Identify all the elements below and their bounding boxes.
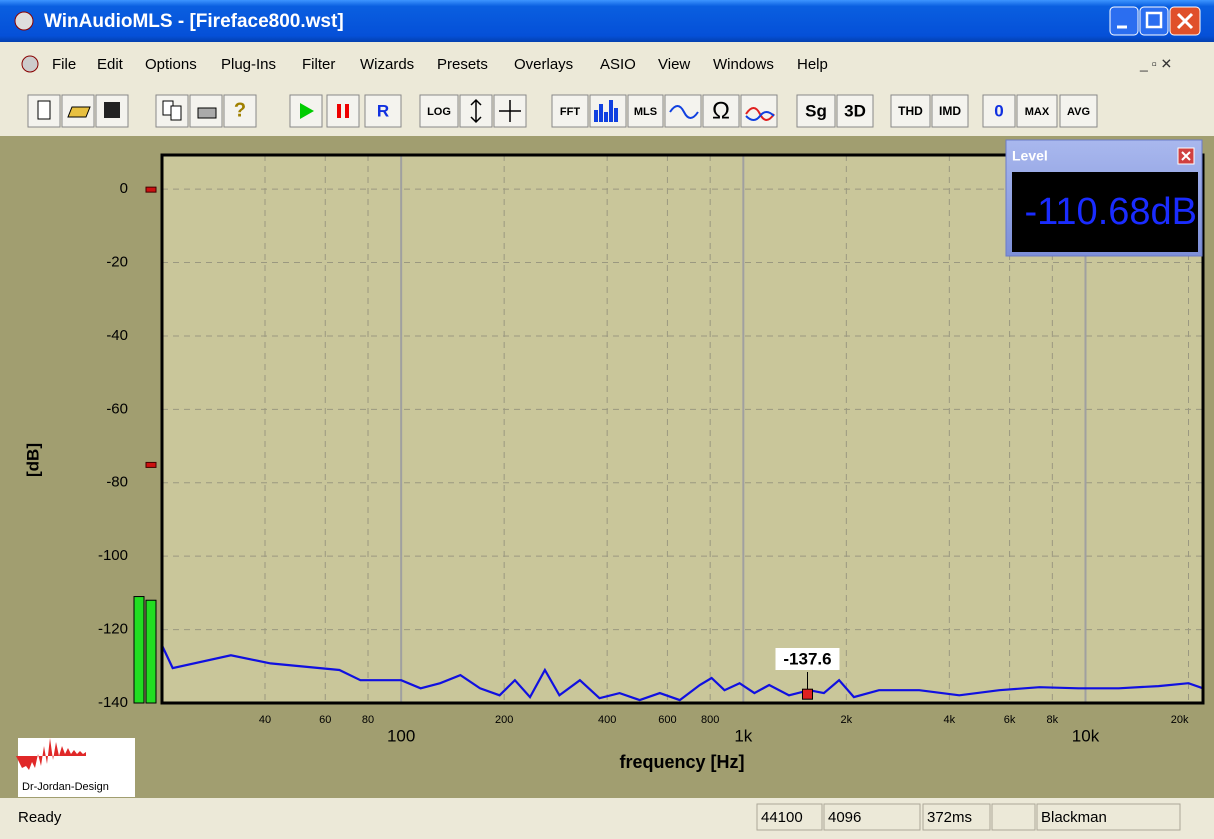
x-tick-label: 1k: [734, 726, 752, 745]
title-bar: [0, 0, 1214, 42]
minimize-button[interactable]: [1109, 6, 1139, 36]
marker-label: -137.6: [783, 649, 831, 668]
status-text: 4096: [828, 809, 861, 826]
logo-graphic: [16, 738, 86, 770]
status-text: 372ms: [927, 809, 972, 826]
toolbar-button[interactable]: [364, 94, 402, 128]
level-meter-bar: [133, 596, 145, 704]
x-tick-label-minor: 80: [362, 714, 374, 726]
level-meter-bar: [145, 599, 157, 704]
maximize-button[interactable]: [1139, 6, 1169, 36]
toolbar-button-label: Sg: [805, 101, 827, 120]
menu-bar: [0, 44, 1214, 84]
menu-item[interactable]: Presets: [437, 56, 488, 73]
status-field: [756, 803, 823, 831]
toolbar-button[interactable]: [1059, 94, 1098, 128]
x-axis-label: frequency [Hz]: [619, 752, 744, 772]
x-tick-label-minor: 60: [319, 714, 331, 726]
toolbar-button[interactable]: [836, 94, 874, 128]
y-tick-label: -120: [98, 621, 128, 638]
svg-text:Ω: Ω: [712, 97, 730, 124]
y-tick-label: -20: [106, 254, 128, 271]
menu-item[interactable]: Filter: [302, 56, 335, 73]
toolbar-glyphs: ? Ω: [37, 97, 775, 124]
spectrum-line: [161, 644, 1204, 702]
mdi-controls[interactable]: _ ▫ ✕: [1139, 56, 1172, 72]
status-text: 44100: [761, 809, 803, 826]
x-tick-label-minor: 800: [701, 714, 719, 726]
menu-item[interactable]: File: [52, 56, 76, 73]
toolbar-button[interactable]: [931, 94, 969, 128]
toolbar-button[interactable]: [890, 94, 931, 128]
toolbar-button[interactable]: [1016, 94, 1058, 128]
level-display: [1012, 172, 1198, 252]
toolbar-button[interactable]: [419, 94, 459, 128]
toolbar-button[interactable]: [982, 94, 1016, 128]
status-field: [1036, 803, 1181, 831]
window-controls[interactable]: [1109, 6, 1201, 36]
x-tick-label-minor: 600: [658, 714, 676, 726]
logo: [18, 738, 135, 797]
status-field: [922, 803, 991, 831]
x-tick-label-minor: 4k: [944, 714, 956, 726]
logo-text: Dr-Jordan-Design: [22, 781, 109, 793]
toolbar-button-label: LOG: [427, 106, 451, 118]
window-title: WinAudioMLS - [Fireface800.wst]: [44, 11, 344, 32]
doc-icon: [21, 55, 39, 73]
status-text: Ready: [18, 809, 62, 826]
toolbar-button-label: AVG: [1067, 106, 1090, 118]
menu-item[interactable]: View: [658, 56, 690, 73]
x-tick-label-minor: 6k: [1004, 714, 1016, 726]
menu-item[interactable]: Plug-Ins: [221, 56, 276, 73]
svg-text:?: ?: [234, 99, 246, 121]
menu-item[interactable]: Overlays: [514, 56, 573, 73]
app-icon: [14, 11, 34, 31]
menu-item[interactable]: ASIO: [600, 56, 636, 73]
level-value: -110.68dB: [1024, 191, 1197, 233]
status-text: Blackman: [1041, 809, 1107, 826]
toolbar-button-label: 3D: [844, 101, 866, 120]
x-tick-label-minor: 40: [259, 714, 271, 726]
toolbar-button[interactable]: [627, 94, 664, 128]
y-tick-label: -80: [106, 474, 128, 491]
toolbar-button-label: FFT: [560, 106, 580, 118]
y-tick-label: -60: [106, 400, 128, 417]
x-tick-label-minor: 20k: [1171, 714, 1189, 726]
toolbar-button-label: THD: [898, 104, 923, 118]
x-tick-label-minor: 8k: [1047, 714, 1059, 726]
level-peak: [145, 461, 157, 468]
y-tick-label: -140: [98, 694, 128, 711]
status-field: [991, 803, 1036, 831]
y-tick-label: 0: [120, 180, 128, 197]
toolbar-button-label: MLS: [634, 106, 657, 118]
toolbar-button[interactable]: [796, 94, 836, 128]
x-tick-label: 100: [387, 726, 415, 745]
y-tick-label: -100: [98, 547, 128, 564]
menu-item[interactable]: Edit: [97, 56, 124, 73]
x-tick-label-minor: 2k: [841, 714, 853, 726]
y-axis-label: [dB]: [23, 443, 42, 477]
toolbar-button-label: 0: [994, 101, 1003, 120]
plot-border: [160, 153, 1205, 705]
menu-item[interactable]: Windows: [713, 56, 774, 73]
menu-item[interactable]: Help: [797, 56, 828, 73]
status-field: [823, 803, 921, 831]
status-bar: [0, 800, 1214, 834]
menu-item[interactable]: Options: [145, 56, 197, 73]
menu-item[interactable]: Wizards: [360, 56, 414, 73]
toolbar-button-label: IMD: [939, 104, 961, 118]
toolbar-button-label: MAX: [1025, 106, 1050, 118]
x-tick-label-minor: 400: [598, 714, 616, 726]
marker-label-bg: [775, 648, 840, 670]
y-tick-label: -40: [106, 327, 128, 344]
level-title: Level: [1012, 148, 1048, 164]
toolbar-button[interactable]: [551, 94, 589, 128]
toolbar-button-label: R: [377, 101, 389, 120]
level-peak: [145, 186, 157, 193]
x-tick-label-minor: 200: [495, 714, 513, 726]
x-tick-label: 10k: [1072, 726, 1100, 745]
marker: [801, 688, 813, 700]
